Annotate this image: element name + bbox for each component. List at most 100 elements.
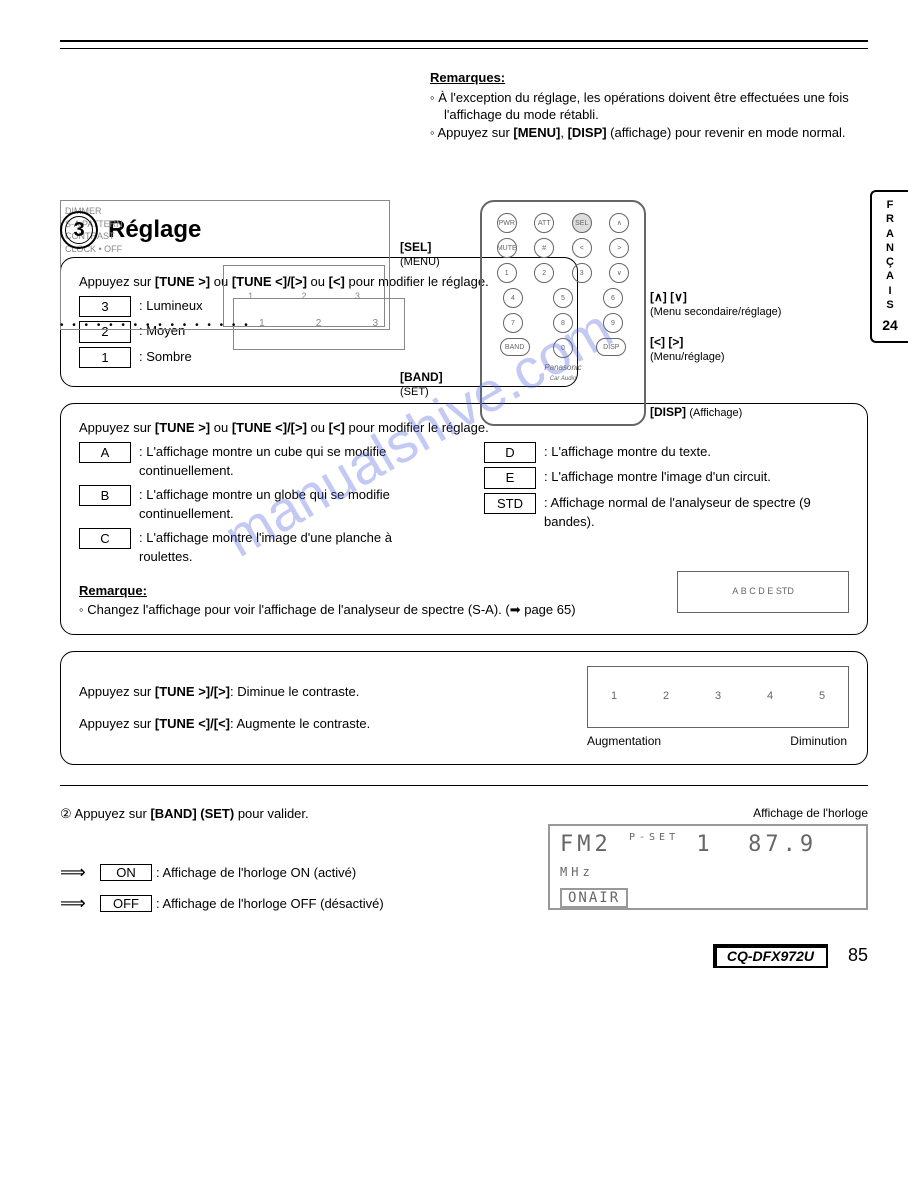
lang-page: 24 [874,316,906,334]
device-panel: 1 2 3 [223,265,385,327]
pattern-box: Appuyez sur [TUNE >] ou [TUNE <]/[>] ou … [60,403,868,635]
option-label: E [484,467,536,489]
top-rule [60,40,868,49]
panel-digit: 2 [663,688,669,705]
model-number: CQ-DFX972U [713,944,828,968]
option-row: B: L'affichage montre un globe qui se mo… [79,485,444,524]
option-row: E : L'affichage montre l'image d'un circu… [484,467,849,489]
step-number: 3 [60,211,98,249]
option-desc: : L'affichage montre du texte. [544,442,711,462]
key: [TUNE <]/[<] [155,716,230,731]
text: : Augmente le contraste. [230,716,370,731]
on-label: ON [100,864,152,881]
option-desc: : L'affichage montre l'image d'un circui… [544,467,771,487]
lang-letters: FRANÇAIS [874,198,906,312]
key: [TUNE >]/[>] [155,684,230,699]
option-desc: : L'affichage montre l'image d'une planc… [139,528,444,567]
panel-num: 2 [301,290,306,303]
option-desc: : Sombre [139,347,192,367]
radio-display: FM2 P-SET 1 87.9 MHz ONAIR [548,824,868,910]
clock-step-text: ② Appuyez sur [BAND] (SET) pour valider. [60,806,548,822]
callout-sub: (MENU) [400,256,440,268]
contrast-line2: Appuyez sur [TUNE <]/[<]: Augmente le co… [79,714,370,734]
callout-label: [SEL] [400,240,431,254]
contrast-display: 1 2 3 4 5 [587,666,849,728]
remarques-title: Remarques: [430,70,505,85]
option-row: A : L'affichage montre un cube qui se mod… [79,442,444,481]
connector-dots: • • • • • • • • • • • • • • • • [60,320,251,331]
disp-key: [DISP] [568,125,607,140]
option-row: STD: Affichage normal de l'analyseur de … [484,493,849,532]
option-row: C : L'affichage montre l'image d'une plan… [79,528,444,567]
remarque-item: Appuyez sur [MENU], [DISP] (affichage) p… [444,124,868,142]
callout-sel: [SEL] (MENU) [400,240,440,268]
remote-illustration: PWRATTSEL∧ MUTE#<> 123∨ 456 789 BAND0DIS… [480,200,646,426]
arrow-icon: ⟹ [60,862,100,883]
remarques-list: À l'exception du réglage, les opérations… [430,89,868,142]
option-label: STD [484,493,536,515]
callout-label: [DISP] [650,405,686,419]
text: : Diminue le contraste. [230,684,359,699]
contrast-box: Appuyez sur [TUNE >]/[>]: Diminue le con… [60,651,868,765]
option-desc: : L'affichage montre un cube qui se modi… [139,442,444,481]
display-preset: 1 [696,832,713,857]
section-divider [60,785,868,786]
remarque-item: À l'exception du réglage, les opérations… [444,89,868,124]
remarque-text: Changez l'affichage pour voir l'affichag… [87,602,575,617]
panel-opt: E [767,585,773,599]
pattern-display: A B C D E STD [677,571,849,613]
option-label: C [79,528,131,550]
display-freq: 87.9 [748,832,817,857]
display-pset: P-SET [629,832,679,843]
arrow-icon: ⟹ [60,893,100,914]
panel-opt: B [741,585,747,599]
device-illustration: DIMMER S-A PATTERN CONTRAST CLOCK • OFF … [60,200,390,330]
text: Appuyez sur [79,716,155,731]
callout-band: [BAND] (SET) [400,370,443,398]
option-label: 1 [79,347,131,369]
contrast-line1: Appuyez sur [TUNE >]/[>]: Diminue le con… [79,682,370,702]
callout-sub: (Menu secondaire/réglage) [650,306,781,318]
menu-line: S-A PATTERN [65,218,385,231]
panel-digit: 4 [767,688,773,705]
option-label: D [484,442,536,464]
callout-sub: (Affichage) [689,407,742,419]
callout-sub: (Menu/réglage) [650,351,725,363]
remote-brand: Panasonic [488,363,638,372]
panel-opt: STD [776,585,794,599]
off-label: OFF [100,895,152,912]
panel-digit: 1 [611,688,617,705]
page-number: 85 [848,945,868,966]
panel-num: 1 [248,290,253,303]
panel-digit: 3 [715,688,721,705]
panel-digit: 5 [819,688,825,705]
callout-label: [BAND] [400,370,443,384]
callout-disp: [DISP] (Affichage) [650,405,742,419]
remarque-subtitle: Remarque: [79,581,677,601]
display-onair: ONAIR [560,888,628,908]
clock-title: Affichage de l'horloge [548,806,868,820]
page-footer: CQ-DFX972U 85 [60,944,868,968]
menu-key: [MENU] [513,125,560,140]
on-row: ⟹ ON : Affichage de l'horloge ON (activé… [60,862,548,883]
callout-label: [<] [>] [650,335,683,349]
clock-section: ② Appuyez sur [BAND] (SET) pour valider.… [60,806,868,924]
off-text: : Affichage de l'horloge OFF (désactivé) [156,896,384,911]
display-unit: MHz [560,865,594,879]
option-row: D : L'affichage montre du texte. [484,442,849,464]
panel-opt: D [758,585,765,599]
callout-sub: (SET) [400,386,429,398]
contrast-labels: Augmentation Diminution [587,732,847,750]
box2-text: Appuyez sur [TUNE >] ou [TUNE <]/[>] ou … [79,418,849,438]
on-text: : Affichage de l'horloge ON (activé) [156,865,356,880]
option-row: 1 : Sombre [79,347,203,369]
option-label: B [79,485,131,507]
callout-label: [∧] [∨] [650,290,687,304]
panel-opt: C [749,585,756,599]
remote-sub: Car Audio [488,376,638,382]
label-diminution: Diminution [790,732,847,750]
remarques-section: Remarques: À l'exception du réglage, les… [430,69,868,141]
panel-num: 3 [355,290,360,303]
menu-line: DIMMER [65,205,385,218]
option-label: A [79,442,131,464]
